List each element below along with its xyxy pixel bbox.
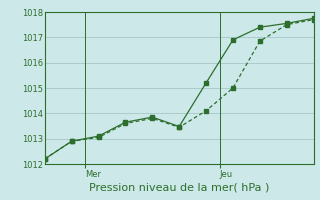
X-axis label: Pression niveau de la mer( hPa ): Pression niveau de la mer( hPa ) xyxy=(89,183,269,193)
